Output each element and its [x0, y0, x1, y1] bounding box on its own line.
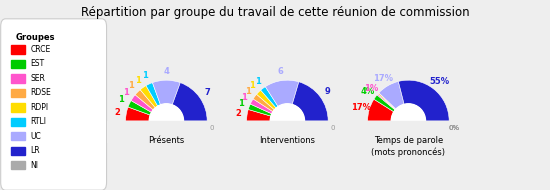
Text: Présents: Présents — [148, 136, 184, 145]
Circle shape — [270, 104, 305, 138]
Wedge shape — [367, 99, 394, 121]
Bar — [11, 103, 25, 112]
Text: 1: 1 — [241, 93, 246, 102]
Text: 1: 1 — [245, 87, 250, 96]
Bar — [11, 89, 25, 97]
Text: RDPI: RDPI — [31, 103, 48, 112]
Text: RDSE: RDSE — [31, 88, 51, 97]
Text: 2: 2 — [114, 108, 120, 117]
Bar — [226, 121, 349, 154]
Text: 2: 2 — [235, 109, 241, 118]
Text: Répartition par groupe du travail de cette réunion de commission: Répartition par groupe du travail de cet… — [81, 6, 469, 19]
Wedge shape — [378, 93, 396, 110]
Text: EST: EST — [31, 59, 45, 68]
Wedge shape — [265, 80, 299, 107]
Wedge shape — [125, 107, 150, 121]
Bar — [11, 74, 25, 82]
Text: Groupes: Groupes — [15, 33, 54, 42]
Wedge shape — [261, 87, 278, 108]
Text: 0%: 0% — [448, 125, 460, 131]
Text: 1: 1 — [123, 88, 129, 97]
Wedge shape — [292, 82, 328, 121]
Wedge shape — [246, 109, 271, 121]
Text: 1: 1 — [249, 81, 255, 90]
Text: SER: SER — [31, 74, 46, 83]
Bar — [11, 60, 25, 68]
Wedge shape — [374, 95, 395, 112]
Bar — [11, 161, 25, 169]
Wedge shape — [250, 99, 273, 114]
Text: 1: 1 — [118, 95, 124, 104]
Text: 0: 0 — [331, 125, 336, 131]
Wedge shape — [140, 86, 158, 108]
Text: 55%: 55% — [429, 77, 449, 86]
Bar — [347, 121, 470, 154]
Bar — [105, 121, 228, 154]
Text: 4: 4 — [163, 67, 169, 76]
Text: 6: 6 — [277, 67, 283, 76]
Text: NI: NI — [31, 161, 38, 170]
Bar — [11, 45, 25, 54]
Wedge shape — [131, 95, 153, 112]
Text: 1: 1 — [135, 76, 141, 85]
Text: 9: 9 — [324, 87, 330, 96]
Circle shape — [149, 104, 184, 138]
Wedge shape — [128, 101, 152, 115]
Wedge shape — [152, 80, 180, 105]
Text: 4%: 4% — [361, 87, 375, 96]
Wedge shape — [398, 80, 449, 121]
Wedge shape — [379, 82, 404, 109]
Text: 0%: 0% — [448, 125, 460, 131]
FancyBboxPatch shape — [1, 19, 107, 190]
Text: 1: 1 — [238, 99, 244, 108]
Text: LR: LR — [31, 146, 40, 155]
Text: 7: 7 — [204, 88, 210, 97]
Bar — [11, 118, 25, 126]
Text: Interventions: Interventions — [260, 136, 315, 145]
Bar — [11, 146, 25, 155]
Wedge shape — [377, 94, 395, 110]
Wedge shape — [256, 90, 276, 110]
Wedge shape — [146, 83, 161, 106]
Wedge shape — [253, 94, 274, 112]
Wedge shape — [172, 83, 207, 121]
Text: 17%: 17% — [373, 74, 393, 82]
Circle shape — [391, 104, 426, 138]
Text: 1: 1 — [128, 81, 134, 90]
Text: UC: UC — [31, 132, 41, 141]
Bar — [11, 132, 25, 140]
Text: 0: 0 — [210, 125, 215, 131]
Text: Temps de parole
(mots prononcés): Temps de parole (mots prononcés) — [371, 136, 446, 157]
Text: CRCE: CRCE — [31, 45, 51, 54]
Wedge shape — [248, 104, 272, 116]
Text: RTLI: RTLI — [31, 117, 47, 126]
Wedge shape — [135, 90, 155, 110]
Text: 17%: 17% — [350, 103, 371, 112]
Text: 1%: 1% — [364, 84, 378, 93]
Text: 1: 1 — [142, 71, 149, 80]
Text: 1: 1 — [255, 77, 261, 86]
Text: 0%: 0% — [448, 125, 460, 131]
